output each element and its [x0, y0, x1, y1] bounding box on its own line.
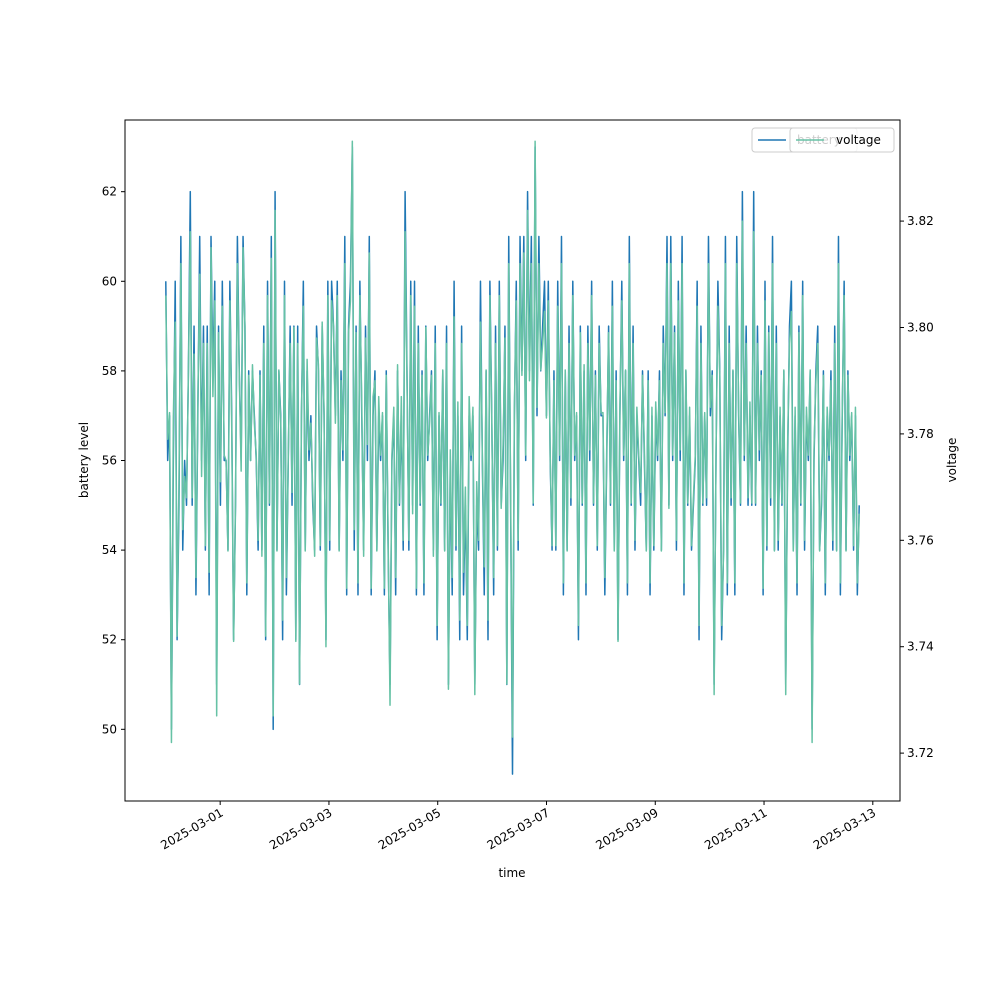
legend-voltage-label: voltage	[836, 133, 881, 147]
right-y-tick-label: 3.72	[907, 746, 934, 760]
right-y-tick-label: 3.80	[907, 320, 934, 334]
legend-voltage-box	[789, 127, 895, 153]
left-y-tick-label: 52	[102, 633, 117, 647]
left-axis-ticks: 50 52 54 56 58 60 62	[102, 185, 125, 736]
right-y-tick-label: 3.76	[907, 533, 934, 547]
left-y-tick-label: 58	[102, 364, 117, 378]
left-axis-title: battery level	[77, 422, 91, 498]
right-axis-title: voltage	[945, 438, 959, 483]
left-y-tick-label: 56	[102, 454, 117, 468]
series-line-voltage	[165, 140, 860, 744]
left-y-tick-label: 54	[102, 543, 117, 557]
legend-voltage: voltage	[789, 127, 895, 153]
left-y-tick-label: 60	[102, 274, 117, 288]
series-layer	[165, 140, 860, 775]
left-y-tick-label: 62	[102, 185, 117, 199]
x-axis-title: time	[498, 866, 525, 880]
right-y-tick-label: 3.82	[907, 214, 934, 228]
left-y-tick-label: 50	[102, 722, 117, 736]
right-y-tick-label: 3.74	[907, 640, 934, 654]
right-y-tick-label: 3.78	[907, 427, 934, 441]
right-axis-ticks: 3.72 3.74 3.76 3.78 3.80 3.82	[900, 214, 934, 760]
